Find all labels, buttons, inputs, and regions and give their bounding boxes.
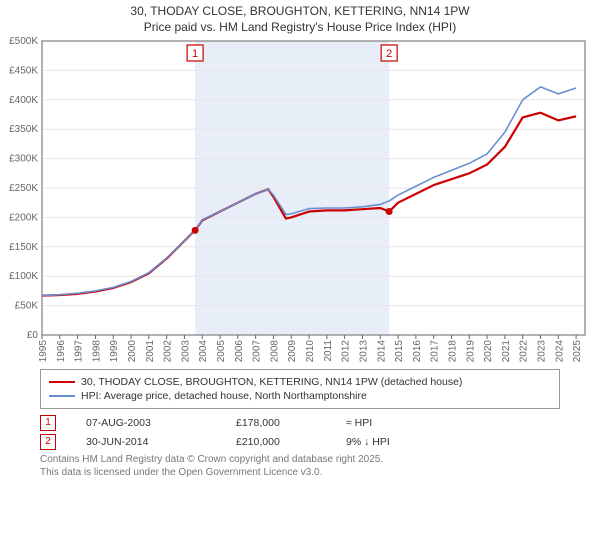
y-tick-label: £450K xyxy=(9,66,38,77)
x-tick-label: 1996 xyxy=(56,340,67,363)
x-tick-label: 2022 xyxy=(519,340,530,363)
sale-row: 1 07-AUG-2003 £178,000 ≈ HPI xyxy=(40,415,560,431)
sale-row: 2 30-JUN-2014 £210,000 9% ↓ HPI xyxy=(40,434,560,450)
x-tick-label: 2007 xyxy=(252,340,263,363)
sale-marker-icon: 1 xyxy=(40,415,56,431)
footer-line: Contains HM Land Registry data © Crown c… xyxy=(40,454,560,467)
sale-marker-number: 2 xyxy=(386,48,392,60)
legend: 30, THODAY CLOSE, BROUGHTON, KETTERING, … xyxy=(40,369,560,409)
x-tick-label: 2011 xyxy=(323,340,334,362)
sale-point xyxy=(386,208,393,215)
x-tick-label: 2006 xyxy=(234,340,245,363)
y-tick-label: £200K xyxy=(9,213,38,224)
x-tick-label: 2023 xyxy=(536,340,547,363)
sale-marker-icon: 2 xyxy=(40,434,56,450)
x-tick-label: 2000 xyxy=(127,340,138,363)
y-tick-label: £500K xyxy=(9,36,38,47)
sale-marker-number: 1 xyxy=(192,48,198,60)
sale-date: 30-JUN-2014 xyxy=(86,436,206,448)
x-tick-label: 1999 xyxy=(109,340,120,363)
legend-item: HPI: Average price, detached house, Nort… xyxy=(49,390,551,402)
sale-price: £178,000 xyxy=(236,417,316,429)
x-tick-label: 1997 xyxy=(74,340,85,363)
y-tick-label: £0 xyxy=(27,330,39,341)
y-tick-label: £300K xyxy=(9,154,38,165)
y-tick-label: £250K xyxy=(9,183,38,194)
y-tick-label: £100K xyxy=(9,271,38,282)
sale-hpi-note: ≈ HPI xyxy=(346,417,426,429)
sale-hpi-note: 9% ↓ HPI xyxy=(346,436,426,448)
sale-date: 07-AUG-2003 xyxy=(86,417,206,429)
x-tick-label: 2014 xyxy=(376,340,387,363)
x-tick-label: 1995 xyxy=(38,340,49,363)
y-tick-label: £350K xyxy=(9,124,38,135)
legend-swatch xyxy=(49,395,75,397)
x-tick-label: 2004 xyxy=(198,340,209,363)
chart-titles: 30, THODAY CLOSE, BROUGHTON, KETTERING, … xyxy=(0,0,600,35)
x-tick-label: 1998 xyxy=(91,340,102,363)
x-tick-label: 2002 xyxy=(163,340,174,363)
price-chart: £0 £50K £100K £150K £200K £250K £300K £350K £400… xyxy=(0,35,600,365)
x-tick-label: 2003 xyxy=(180,340,191,363)
x-tick-label: 2009 xyxy=(287,340,298,363)
x-tick-label: 2012 xyxy=(341,340,352,363)
sales-table: 1 07-AUG-2003 £178,000 ≈ HPI 2 30-JUN-20… xyxy=(40,415,560,450)
x-tick-label: 2013 xyxy=(358,340,369,363)
legend-item: 30, THODAY CLOSE, BROUGHTON, KETTERING, … xyxy=(49,376,551,388)
x-tick-label: 2017 xyxy=(430,340,441,363)
legend-label: 30, THODAY CLOSE, BROUGHTON, KETTERING, … xyxy=(81,376,462,388)
title-line-2: Price paid vs. HM Land Registry's House … xyxy=(0,20,600,36)
title-line-1: 30, THODAY CLOSE, BROUGHTON, KETTERING, … xyxy=(0,4,600,20)
legend-swatch xyxy=(49,381,75,383)
footer: Contains HM Land Registry data © Crown c… xyxy=(40,454,560,479)
footer-line: This data is licensed under the Open Gov… xyxy=(40,467,560,480)
x-tick-label: 2016 xyxy=(412,340,423,363)
x-tick-label: 2019 xyxy=(465,340,476,363)
x-tick-label: 2001 xyxy=(145,340,156,363)
x-tick-label: 2010 xyxy=(305,340,316,363)
legend-label: HPI: Average price, detached house, Nort… xyxy=(81,390,367,402)
x-tick-label: 2020 xyxy=(483,340,494,363)
x-tick-label: 2018 xyxy=(447,340,458,363)
x-tick-label: 2005 xyxy=(216,340,227,363)
sale-point xyxy=(192,227,199,234)
y-tick-label: £400K xyxy=(9,95,38,106)
y-tick-label: £50K xyxy=(15,301,39,312)
x-tick-label: 2024 xyxy=(554,340,565,363)
x-tick-label: 2021 xyxy=(501,340,512,363)
x-tick-label: 2008 xyxy=(269,340,280,363)
x-tick-label: 2015 xyxy=(394,340,405,363)
sale-price: £210,000 xyxy=(236,436,316,448)
y-tick-label: £150K xyxy=(9,242,38,253)
x-tick-label: 2025 xyxy=(572,340,583,363)
